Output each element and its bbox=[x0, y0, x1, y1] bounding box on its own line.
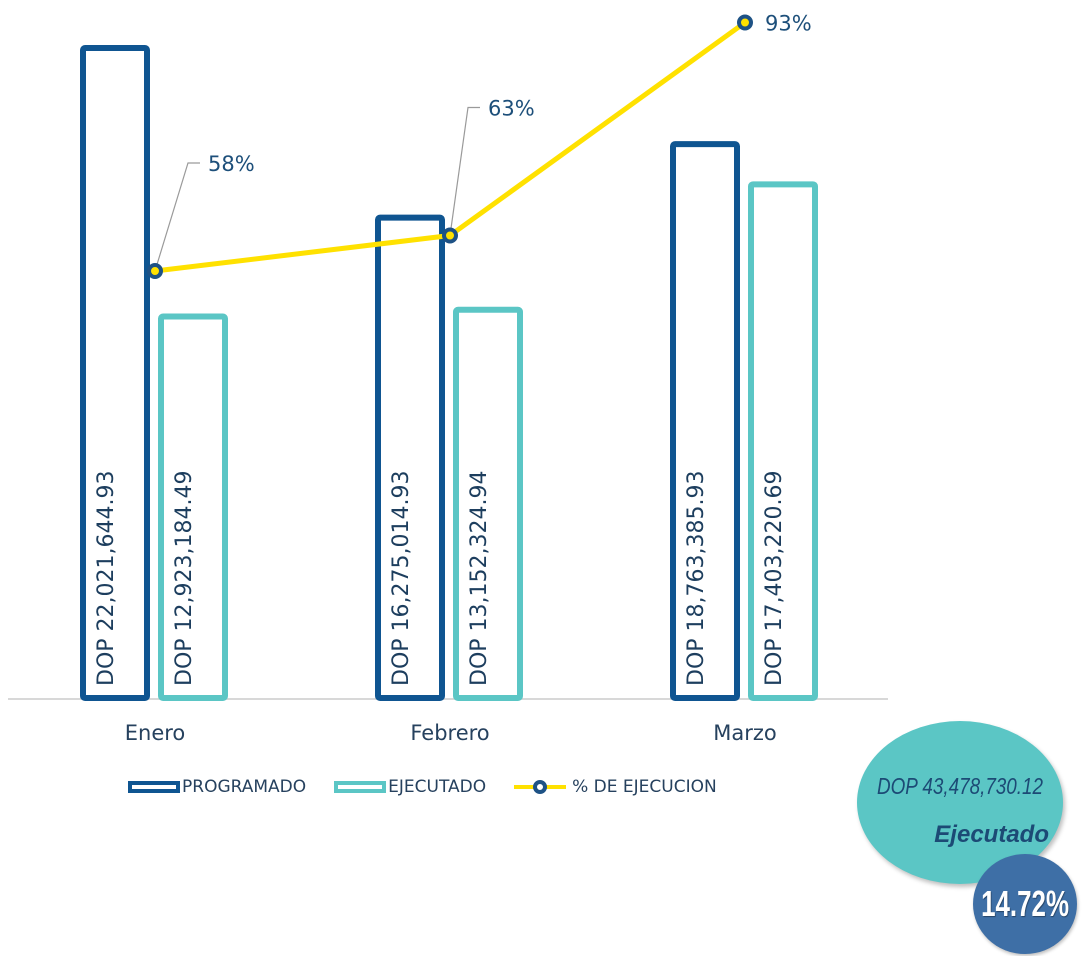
category-label-marzo: Marzo bbox=[713, 721, 777, 745]
legend-swatch-ejecutado bbox=[334, 781, 387, 793]
bar-programado-marzo bbox=[670, 141, 740, 701]
executed-summary-badge: DOP 43,478,730.12 Ejecutado bbox=[857, 721, 1063, 884]
leader-line-febrero bbox=[449, 106, 480, 236]
value-label-ejecutado-marzo: DOP 17,403,220.69 bbox=[762, 471, 787, 686]
legend-label-ejecucion: % DE EJECUCION bbox=[572, 777, 717, 797]
executed-percent-badge: 14.72% bbox=[973, 854, 1077, 954]
bar-programado-enero bbox=[80, 45, 150, 701]
value-label-programado-enero: DOP 22,021,644.93 bbox=[94, 471, 119, 686]
execution-marker-enero bbox=[147, 263, 163, 279]
legend: PROGRAMADO EJECUTADO % DE EJECUCION bbox=[128, 772, 745, 802]
category-label-enero: Enero bbox=[125, 721, 186, 745]
bar-ejecutado-febrero bbox=[453, 306, 523, 701]
bar-chart: DOP 22,021,644.93 DOP 12,923,184.49 Enero D… bbox=[8, 12, 888, 745]
legend-label-ejecutado: EJECUTADO bbox=[388, 777, 487, 797]
legend-item-ejecucion: % DE EJECUCION bbox=[514, 777, 717, 797]
bar-programado-febrero bbox=[375, 214, 445, 702]
bar-ejecutado-marzo bbox=[748, 181, 818, 701]
legend-item-ejecutado: EJECUTADO bbox=[334, 777, 486, 797]
percent-label-febrero: 63% bbox=[488, 97, 535, 121]
value-label-programado-febrero: DOP 16,275,014.93 bbox=[389, 471, 414, 686]
legend-item-programado: PROGRAMADO bbox=[128, 777, 306, 797]
value-label-ejecutado-enero: DOP 12,923,184.49 bbox=[172, 471, 197, 686]
category-label-febrero: Febrero bbox=[410, 721, 489, 745]
bar-ejecutado-enero bbox=[158, 313, 228, 701]
legend-swatch-line bbox=[514, 780, 567, 794]
legend-swatch-programado bbox=[128, 781, 180, 793]
legend-label-programado: PROGRAMADO bbox=[182, 777, 307, 797]
executed-label: Ejecutado bbox=[934, 821, 1049, 848]
executed-amount: DOP 43,478,730.12 bbox=[876, 773, 1044, 799]
value-label-ejecutado-febrero: DOP 13,152,324.94 bbox=[467, 471, 492, 686]
execution-marker-febrero bbox=[442, 227, 458, 244]
leader-line-enero bbox=[154, 162, 200, 272]
value-label-programado-marzo: DOP 18,763,385.93 bbox=[684, 471, 709, 686]
legend-marker bbox=[533, 780, 548, 794]
percent-label-enero: 58% bbox=[208, 152, 255, 176]
execution-marker-marzo bbox=[737, 14, 753, 31]
percent-label-marzo: 93% bbox=[765, 12, 812, 36]
executed-percent: 14.72% bbox=[981, 883, 1069, 924]
